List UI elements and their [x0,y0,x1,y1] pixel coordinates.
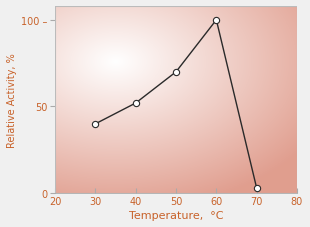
X-axis label: Temperature,  °C: Temperature, °C [129,210,223,220]
Y-axis label: Relative Activity, %: Relative Activity, % [7,53,17,147]
